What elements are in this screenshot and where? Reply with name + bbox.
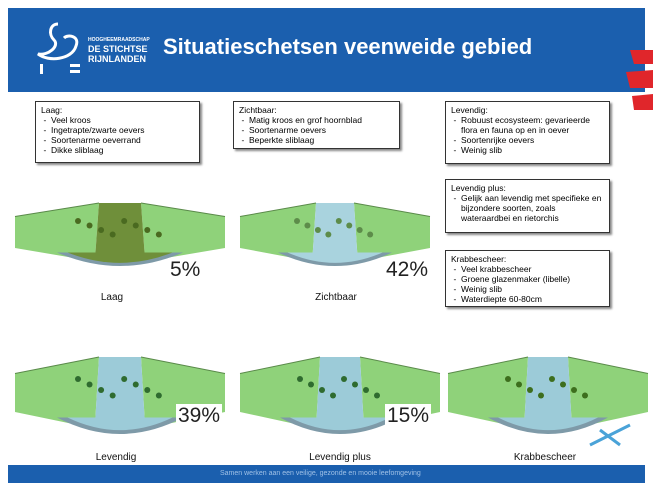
slide: {"header": {"logo": ["HOOGHEEMRAADSCHAP"…: [0, 0, 653, 483]
illustration-part: [156, 232, 162, 238]
panel-label: Krabbescheer: [514, 452, 576, 463]
illustration-part: [121, 218, 127, 224]
illustration-part: [110, 393, 116, 399]
illustration-part: [75, 376, 81, 382]
illustration-part: [538, 393, 544, 399]
illustration-part: [336, 218, 342, 224]
illustration-part: [133, 382, 139, 388]
illustration-part: [560, 382, 566, 388]
illustration-part: [308, 382, 314, 388]
illustration-part: [374, 393, 380, 399]
illustrations: [0, 0, 653, 483]
illustration-part: [294, 218, 300, 224]
illustration-part: [87, 223, 93, 229]
illustration-part: [87, 382, 93, 388]
illustration-part: [75, 218, 81, 224]
illustration-part: [367, 232, 373, 238]
illustration-part: [297, 376, 303, 382]
illustration-part: [98, 227, 104, 233]
illustration-part: [319, 387, 325, 393]
panel-label: Zichtbaar: [315, 292, 357, 303]
panel-label: Laag: [101, 292, 123, 303]
illustration-part: [133, 223, 139, 229]
illustration-part: [357, 227, 363, 233]
illustration-part: [516, 382, 522, 388]
percent-label: 39%: [176, 404, 222, 428]
illustration-part: [144, 227, 150, 233]
illustration-part: [110, 232, 116, 238]
illustration-part: [549, 376, 555, 382]
illustration-part: [571, 387, 577, 393]
illustration-part: [330, 393, 336, 399]
percent-label: 5%: [168, 258, 202, 282]
percent-label: 15%: [385, 404, 431, 428]
footer-text: Samen werken aan een veilige, gezonde en…: [220, 470, 421, 477]
illustration-part: [144, 387, 150, 393]
illustration-part: [325, 232, 331, 238]
illustration-part: [590, 425, 630, 445]
illustration-part: [98, 387, 104, 393]
illustration-part: [156, 393, 162, 399]
illustration-part: [341, 376, 347, 382]
illustration-part: [121, 376, 127, 382]
illustration-part: [315, 227, 321, 233]
illustration-part: [363, 387, 369, 393]
illustration-part: [527, 387, 533, 393]
panel-label: Levendig plus: [309, 452, 371, 463]
panel-label: Levendig: [96, 452, 137, 463]
illustration-part: [352, 382, 358, 388]
illustration-part: [346, 223, 352, 229]
illustration-part: [304, 223, 310, 229]
illustration-part: [582, 393, 588, 399]
percent-label: 42%: [384, 258, 430, 282]
illustration-part: [505, 376, 511, 382]
